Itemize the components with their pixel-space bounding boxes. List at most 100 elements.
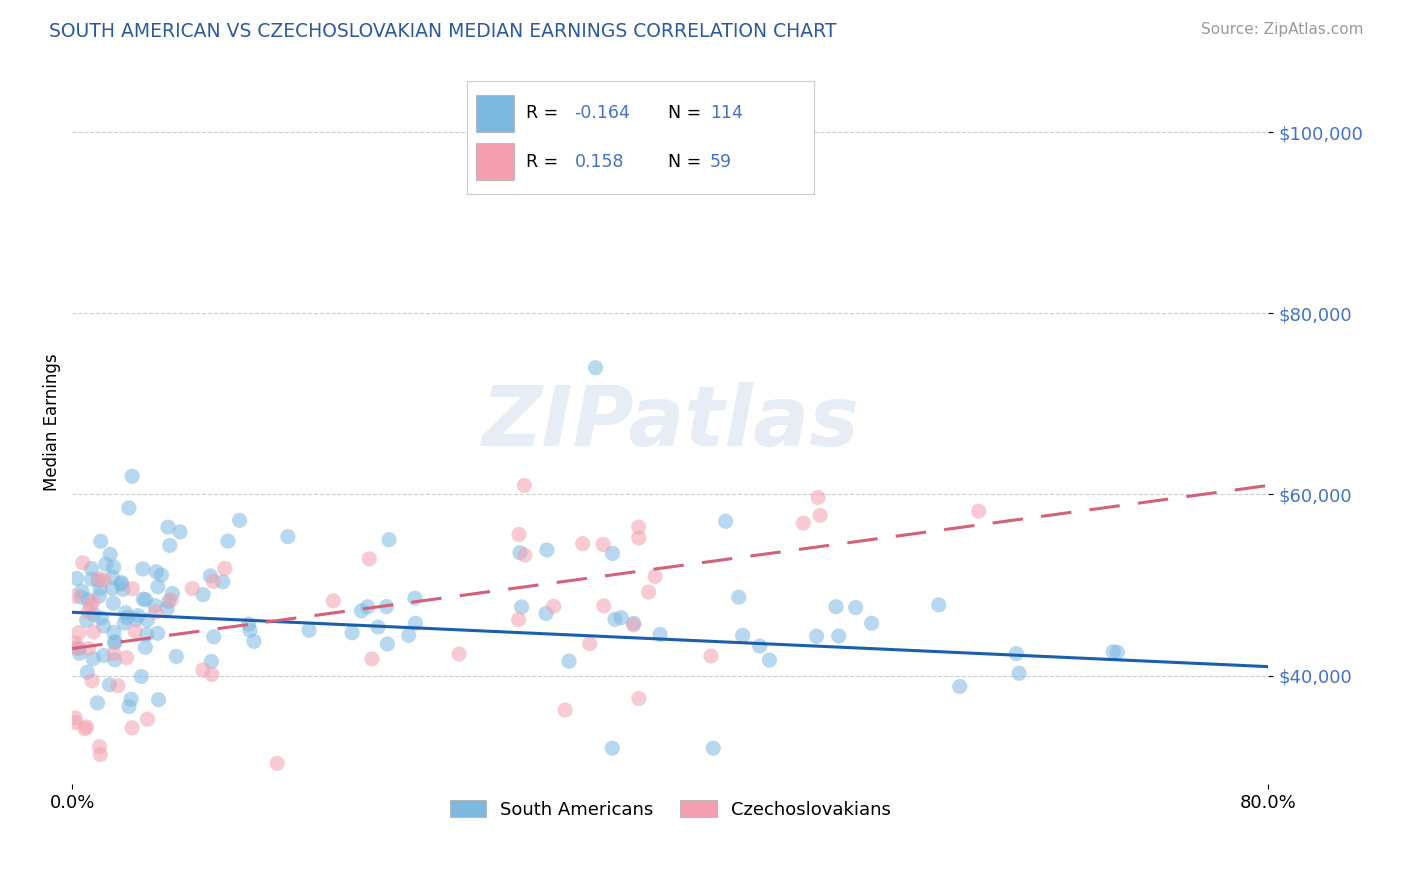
Point: [77, 605, 100, 619]
Point: [367, 620, 389, 634]
Point: [82, 651, 104, 665]
Point: [610, 610, 633, 624]
Point: [534, 607, 557, 621]
Point: [825, 599, 848, 614]
Point: [148, 692, 170, 706]
Point: [76, 665, 98, 680]
Point: [398, 628, 420, 642]
Point: [132, 592, 155, 607]
Point: [509, 546, 531, 560]
Point: [89, 582, 111, 596]
Point: [159, 538, 181, 552]
Point: [118, 500, 141, 515]
Point: [107, 679, 129, 693]
Point: [356, 599, 378, 614]
Point: [67, 625, 90, 640]
Point: [83, 607, 105, 622]
Point: [554, 703, 576, 717]
Point: [93, 619, 115, 633]
Point: [543, 599, 565, 614]
Point: [510, 599, 533, 614]
Point: [80, 673, 103, 688]
Point: [808, 508, 831, 523]
Point: [217, 534, 239, 549]
Point: [127, 608, 149, 623]
Point: [93, 648, 115, 663]
Point: [80, 599, 103, 613]
Point: [129, 669, 152, 683]
Point: [644, 569, 666, 583]
Point: [104, 634, 127, 648]
Point: [145, 605, 167, 619]
Point: [860, 616, 883, 631]
Point: [69, 646, 91, 660]
Point: [513, 478, 536, 492]
Point: [623, 617, 645, 632]
Point: [157, 594, 180, 608]
Point: [277, 530, 299, 544]
Point: [603, 612, 626, 626]
Point: [806, 629, 828, 643]
Point: [298, 624, 321, 638]
Point: [65, 640, 87, 655]
Point: [120, 692, 142, 706]
Point: [94, 557, 117, 571]
Point: [89, 747, 111, 762]
Point: [112, 616, 135, 631]
Point: [82, 594, 104, 608]
Point: [350, 604, 373, 618]
Point: [134, 640, 156, 655]
Point: [80, 561, 103, 575]
Point: [602, 741, 624, 756]
Point: [243, 634, 266, 648]
Point: [98, 678, 121, 692]
Point: [115, 650, 138, 665]
Point: [648, 627, 671, 641]
Point: [87, 574, 110, 588]
Point: [727, 591, 749, 605]
Point: [200, 654, 222, 668]
Point: [1102, 645, 1125, 659]
Point: [807, 491, 830, 505]
Point: [110, 577, 132, 591]
Point: [211, 574, 233, 589]
Point: [65, 589, 87, 603]
Point: [132, 562, 155, 576]
Point: [114, 606, 136, 620]
Point: [700, 648, 723, 663]
Point: [202, 630, 225, 644]
Point: [214, 561, 236, 575]
Point: [449, 647, 471, 661]
Point: [121, 721, 143, 735]
Point: [145, 565, 167, 579]
Point: [115, 610, 138, 624]
Point: [77, 641, 100, 656]
Point: [228, 513, 250, 527]
Point: [637, 585, 659, 599]
Point: [70, 590, 93, 604]
Point: [70, 584, 93, 599]
Point: [714, 514, 737, 528]
Point: [89, 589, 111, 603]
Point: [359, 552, 381, 566]
Point: [146, 580, 169, 594]
Point: [322, 594, 344, 608]
Point: [101, 570, 124, 584]
Point: [135, 592, 157, 607]
Point: [361, 652, 384, 666]
Point: [731, 628, 754, 642]
Point: [181, 582, 204, 596]
Point: [72, 556, 94, 570]
Point: [135, 627, 157, 641]
Point: [592, 599, 614, 613]
Point: [378, 533, 401, 547]
Point: [67, 641, 90, 656]
Point: [238, 617, 260, 632]
Point: [104, 653, 127, 667]
Point: [748, 639, 770, 653]
Point: [592, 537, 614, 551]
Point: [112, 582, 135, 597]
Point: [150, 568, 173, 582]
Point: [83, 624, 105, 639]
Point: [949, 680, 972, 694]
